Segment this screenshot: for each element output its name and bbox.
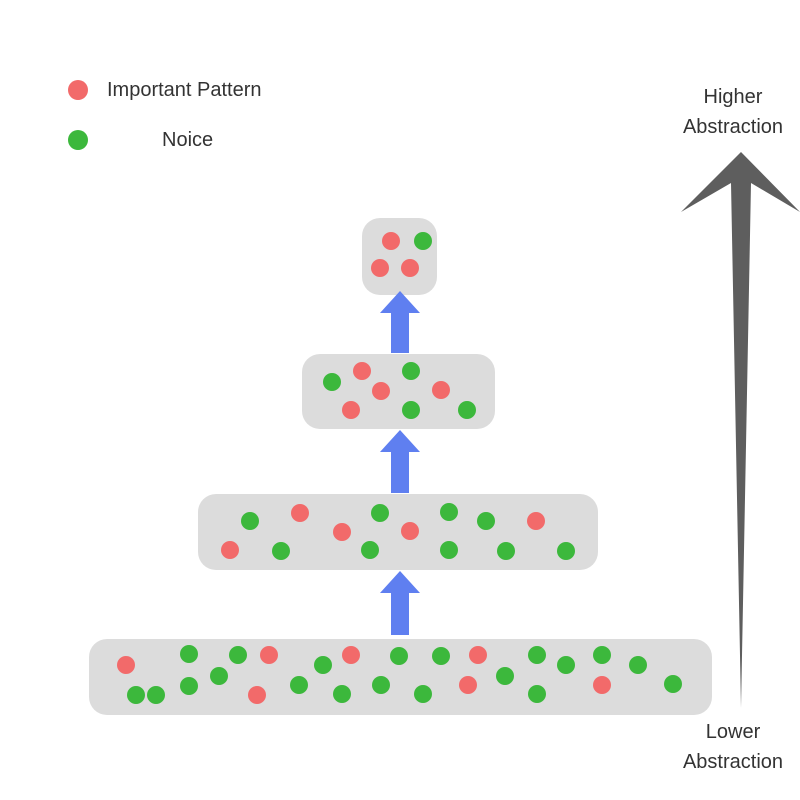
important-dot [382, 232, 400, 250]
noise-dot [477, 512, 495, 530]
noise-dot [323, 373, 341, 391]
important-dot [117, 656, 135, 674]
noise-dot [390, 647, 408, 665]
noise-dot [127, 686, 145, 704]
layer-box-4 [362, 218, 437, 295]
lower-abstraction-line-2: Abstraction [682, 751, 784, 773]
noise-dot [290, 676, 308, 694]
important-dot [401, 259, 419, 277]
noise-dot [414, 232, 432, 250]
noise-dot [414, 685, 432, 703]
noise-dot [557, 656, 575, 674]
noise-dot [372, 676, 390, 694]
important-dot [432, 381, 450, 399]
layer-2-dots [221, 503, 575, 560]
layer-3-dots [323, 362, 476, 419]
important-dot [260, 646, 278, 664]
noise-dot [180, 645, 198, 663]
noise-dot [528, 685, 546, 703]
higher-abstraction-line-2: Abstraction [682, 116, 784, 138]
noise-dot [496, 667, 514, 685]
important-dot [469, 646, 487, 664]
important-dot [353, 362, 371, 380]
noise-dot [147, 686, 165, 704]
layer-4-dots [371, 232, 432, 277]
noise-dot [458, 401, 476, 419]
noise-dot-icon [68, 130, 88, 150]
lower-abstraction-line-1: Lower [705, 721, 761, 743]
important-pattern-dot-icon [68, 80, 88, 100]
important-dot [248, 686, 266, 704]
important-dot [459, 676, 477, 694]
legend-label-noise: Noice [162, 129, 214, 151]
important-dot [291, 504, 309, 522]
important-dot [342, 401, 360, 419]
noise-dot [440, 503, 458, 521]
higher-abstraction-label: Higher Abstraction [668, 82, 798, 142]
important-dot [593, 676, 611, 694]
flow-arrow-3-icon [380, 291, 420, 353]
noise-dot [361, 541, 379, 559]
noise-dot [333, 685, 351, 703]
noise-dot [180, 677, 198, 695]
noise-dot [593, 646, 611, 664]
noise-dot [314, 656, 332, 674]
noise-dot [432, 647, 450, 665]
important-dot [372, 382, 390, 400]
noise-dot [210, 667, 228, 685]
noise-dot [557, 542, 575, 560]
higher-abstraction-line-1: Higher [703, 86, 763, 108]
important-dot [342, 646, 360, 664]
flow-arrow-2-icon [380, 430, 420, 493]
noise-dot [241, 512, 259, 530]
noise-dot [440, 541, 458, 559]
noise-dot [497, 542, 515, 560]
lower-abstraction-label: Lower Abstraction [668, 717, 798, 777]
noise-dot [229, 646, 247, 664]
legend-label-important: Important Pattern [107, 79, 262, 101]
noise-dot [402, 362, 420, 380]
important-dot [527, 512, 545, 530]
flow-arrow-1-icon [380, 571, 420, 635]
layer-1-dots [117, 645, 682, 704]
important-dot [401, 522, 419, 540]
important-dot [333, 523, 351, 541]
layer-box-2 [198, 494, 598, 570]
noise-dot [528, 646, 546, 664]
noise-dot [272, 542, 290, 560]
important-dot [371, 259, 389, 277]
important-dot [221, 541, 239, 559]
noise-dot [629, 656, 647, 674]
noise-dot [371, 504, 389, 522]
noise-dot [664, 675, 682, 693]
abstraction-axis-arrow-icon [681, 152, 800, 708]
noise-dot [402, 401, 420, 419]
